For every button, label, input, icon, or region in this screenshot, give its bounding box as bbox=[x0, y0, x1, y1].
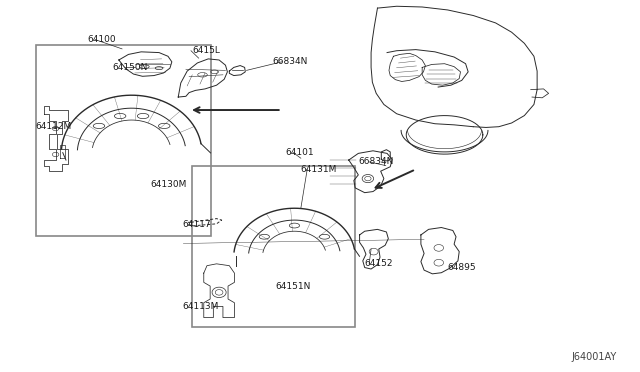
Text: 64101: 64101 bbox=[285, 148, 314, 157]
Text: 64895: 64895 bbox=[448, 263, 476, 272]
Text: 64112M: 64112M bbox=[36, 122, 72, 131]
Text: J64001AY: J64001AY bbox=[572, 352, 617, 362]
Bar bbox=[192, 166, 355, 327]
Text: 64130M: 64130M bbox=[151, 180, 187, 189]
Text: 66834N: 66834N bbox=[358, 157, 394, 166]
Text: 64150N: 64150N bbox=[113, 63, 148, 72]
Text: 66834N: 66834N bbox=[272, 57, 307, 66]
Text: 64100: 64100 bbox=[87, 35, 116, 44]
Text: 64151N: 64151N bbox=[275, 282, 310, 291]
Text: 64113M: 64113M bbox=[182, 302, 219, 311]
Text: 64131M: 64131M bbox=[301, 165, 337, 174]
Text: 64152: 64152 bbox=[365, 259, 393, 268]
Text: 6415L: 6415L bbox=[192, 46, 220, 55]
Text: 64117: 64117 bbox=[182, 221, 211, 230]
Bar bbox=[36, 45, 211, 236]
